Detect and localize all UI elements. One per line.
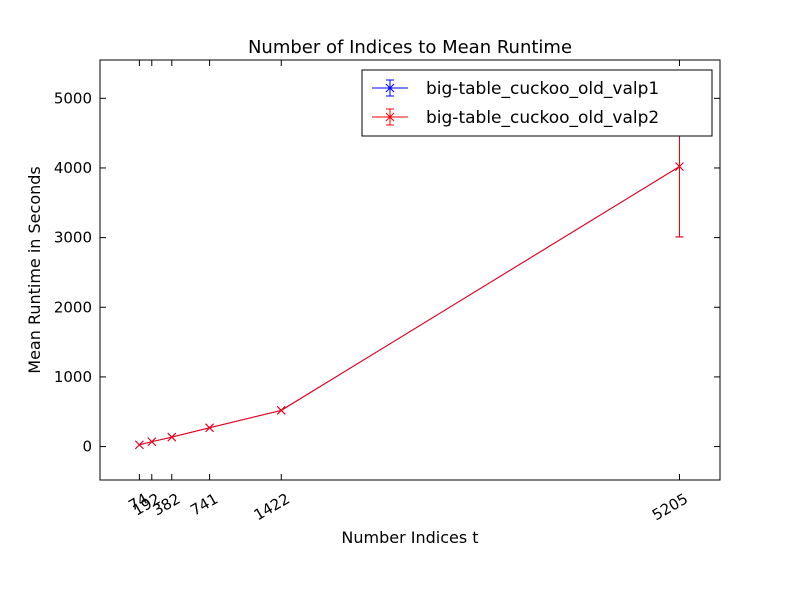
data-point <box>205 423 214 433</box>
legend-marker <box>385 83 395 93</box>
y-tick-label: 3000 <box>54 229 92 247</box>
y-tick-label: 2000 <box>54 298 92 316</box>
chart-title: Number of Indices to Mean Runtime <box>248 37 572 58</box>
legend-marker <box>385 112 395 122</box>
marker-stroke <box>205 423 214 433</box>
y-axis: 0 1000 2000 3000 4000 5000 <box>54 89 720 456</box>
y-tick-label: 4000 <box>54 159 92 177</box>
legend: big-table_cuckoo_old_valp1 big-table_cuck… <box>361 69 713 137</box>
x-axis-label: Number Indices t <box>341 528 478 547</box>
legend-box <box>361 69 713 137</box>
marker-stroke <box>276 405 286 415</box>
legend-item: big-table_cuckoo_old_valp2 <box>372 108 659 128</box>
data-point <box>276 405 286 415</box>
series-line <box>139 166 680 446</box>
legend-item: big-table_cuckoo_old_valp1 <box>372 79 659 99</box>
data-point <box>147 437 157 447</box>
data-point <box>135 440 144 450</box>
plot-frame <box>99 59 721 481</box>
marker-stroke <box>135 440 144 450</box>
y-tick-label: 5000 <box>54 89 92 107</box>
legend-label: big-table_cuckoo_old_valp2 <box>426 108 659 128</box>
marker-stroke <box>167 432 177 442</box>
legend-label: big-table_cuckoo_old_valp1 <box>426 79 659 99</box>
marker-stroke <box>385 112 395 122</box>
marker-stroke <box>385 83 395 93</box>
y-tick-label: 0 <box>82 438 92 456</box>
marker-stroke <box>147 437 157 447</box>
data-point <box>167 432 177 442</box>
y-tick-label: 1000 <box>54 368 92 386</box>
marker-stroke <box>675 162 684 171</box>
y-axis-label: Mean Runtime in Seconds <box>25 166 44 373</box>
data-point <box>675 162 684 171</box>
